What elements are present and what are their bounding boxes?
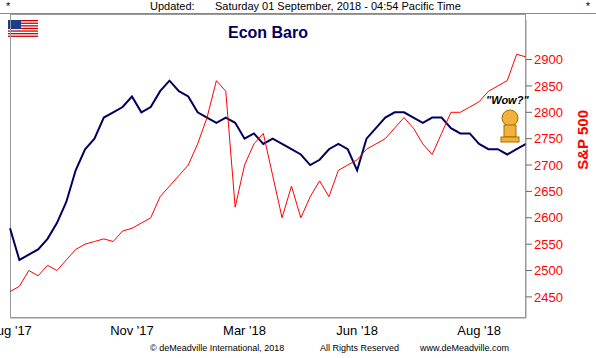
html-text:All Rights Reserved: All Rights Reserved (320, 343, 399, 353)
svg-text:2650: 2650 (534, 184, 563, 199)
svg-text:2500: 2500 (534, 263, 563, 278)
svg-text:2800: 2800 (534, 105, 563, 120)
html-text:© deMeadville International, 2: © deMeadville International, 2018 (150, 343, 285, 353)
html-text:www.deMeadville.com: www.deMeadville.com (420, 343, 509, 353)
svg-text:2450: 2450 (534, 290, 563, 305)
svg-text:Nov '17: Nov '17 (110, 323, 154, 338)
html-text:Updated:: Updated: (150, 0, 195, 12)
html-text:S&P 500: S&P 500 (574, 110, 591, 170)
svg-text:2700: 2700 (534, 158, 563, 173)
svg-text:2550: 2550 (534, 237, 563, 252)
html-text:Saturday 01 September, 2018 -: Saturday 01 September, 2018 - 04:54 Paci… (215, 0, 461, 12)
svg-text:Aug '18: Aug '18 (457, 323, 501, 338)
svg-text:2900: 2900 (534, 52, 563, 67)
html-text:"Wow?": "Wow?" (486, 94, 529, 106)
html-text:Econ Baro: Econ Baro (228, 24, 308, 41)
svg-text:2750: 2750 (534, 131, 563, 146)
svg-text:2850: 2850 (534, 79, 563, 94)
svg-text:Mar '18: Mar '18 (223, 323, 266, 338)
svg-text:Jun '18: Jun '18 (336, 323, 378, 338)
svg-text:2600: 2600 (534, 210, 563, 225)
svg-text:Aug '17: Aug '17 (8, 323, 32, 338)
